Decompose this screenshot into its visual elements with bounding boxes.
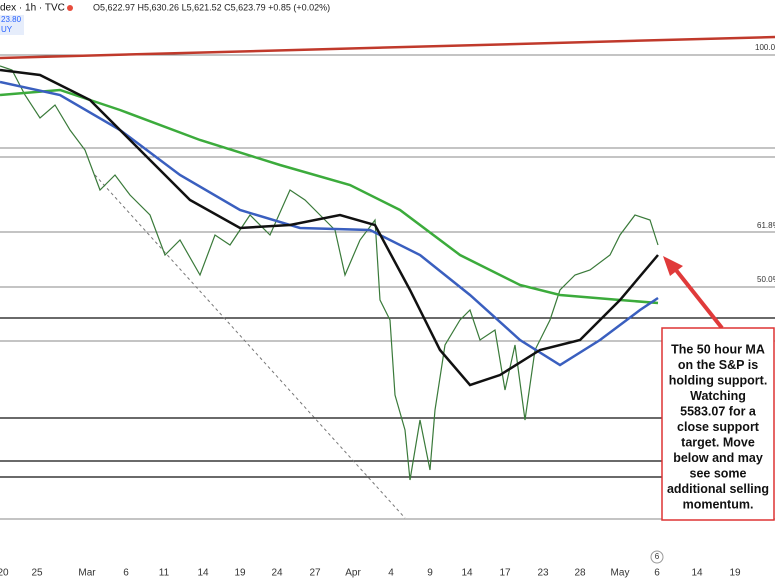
- annotation-line: 5583.07 for a: [680, 404, 757, 418]
- x-tick-label: 11: [159, 568, 170, 579]
- arrow-head: [663, 256, 683, 276]
- x-tick-label: 9: [427, 568, 433, 579]
- annotation-line: close support: [677, 420, 760, 434]
- levels: [0, 54, 775, 520]
- trend-line-dashed: [94, 174, 406, 519]
- fib-label: 61.8%: [757, 221, 775, 230]
- x-tick-label: 27: [309, 568, 321, 579]
- ma-50: [0, 68, 659, 387]
- ma-100: [0, 80, 659, 367]
- x-tick-label: Mar: [78, 568, 96, 579]
- annotation-line: on the S&P is: [678, 358, 758, 372]
- annotation-box: [661, 327, 775, 521]
- x-tick-label: 14: [691, 568, 703, 579]
- x-tick-label: 6: [123, 568, 129, 579]
- annotation-line: Watching: [690, 389, 746, 403]
- x-tick-label: 4: [388, 568, 394, 579]
- arrow: [670, 263, 724, 330]
- status-dot: [67, 5, 73, 11]
- price-tag[interactable]: [0, 15, 24, 35]
- x-tick-label: 23: [537, 568, 549, 579]
- annotation-line: The 50 hour MA: [671, 342, 765, 356]
- price-line: [0, 65, 659, 481]
- x-tick-label: 14: [197, 568, 209, 579]
- annotation-line: see some: [690, 466, 747, 480]
- annotation-line: momentum.: [683, 497, 754, 511]
- x-tick-label: 14: [461, 568, 473, 579]
- event-marker-label: 6: [655, 552, 660, 561]
- ohlc: O5,622.97 H5,630.26 L5,621.52 C5,623.79 …: [93, 2, 330, 12]
- x-tick-label: 6: [654, 568, 660, 579]
- buy-button[interactable]: UY: [1, 25, 13, 34]
- x-tick-label: 28: [574, 568, 586, 579]
- annotation-line: holding support.: [669, 373, 768, 387]
- fib-label: 100.0%: [755, 43, 775, 52]
- x-tick-label: 19: [729, 568, 741, 579]
- fib-label: 50.0%: [757, 275, 775, 284]
- trend-line: [0, 35, 775, 60]
- event-marker[interactable]: [650, 550, 664, 564]
- x-tick-label: 25: [31, 568, 43, 579]
- annotation-line: below and may: [673, 451, 763, 465]
- annotation-line: additional selling: [667, 482, 769, 496]
- annotation-line: target. Move: [681, 435, 755, 449]
- symbol: dex · 1h · TVC: [0, 3, 65, 14]
- x-tick-label: 17: [499, 568, 511, 579]
- ma-200: [0, 88, 659, 305]
- price: 23.80: [1, 15, 22, 24]
- x-tick-label: 24: [271, 568, 283, 579]
- x-tick-label: Apr: [345, 568, 361, 579]
- x-tick-label: 20: [0, 568, 9, 579]
- x-tick-label: 19: [234, 568, 246, 579]
- x-tick-label: May: [611, 568, 630, 579]
